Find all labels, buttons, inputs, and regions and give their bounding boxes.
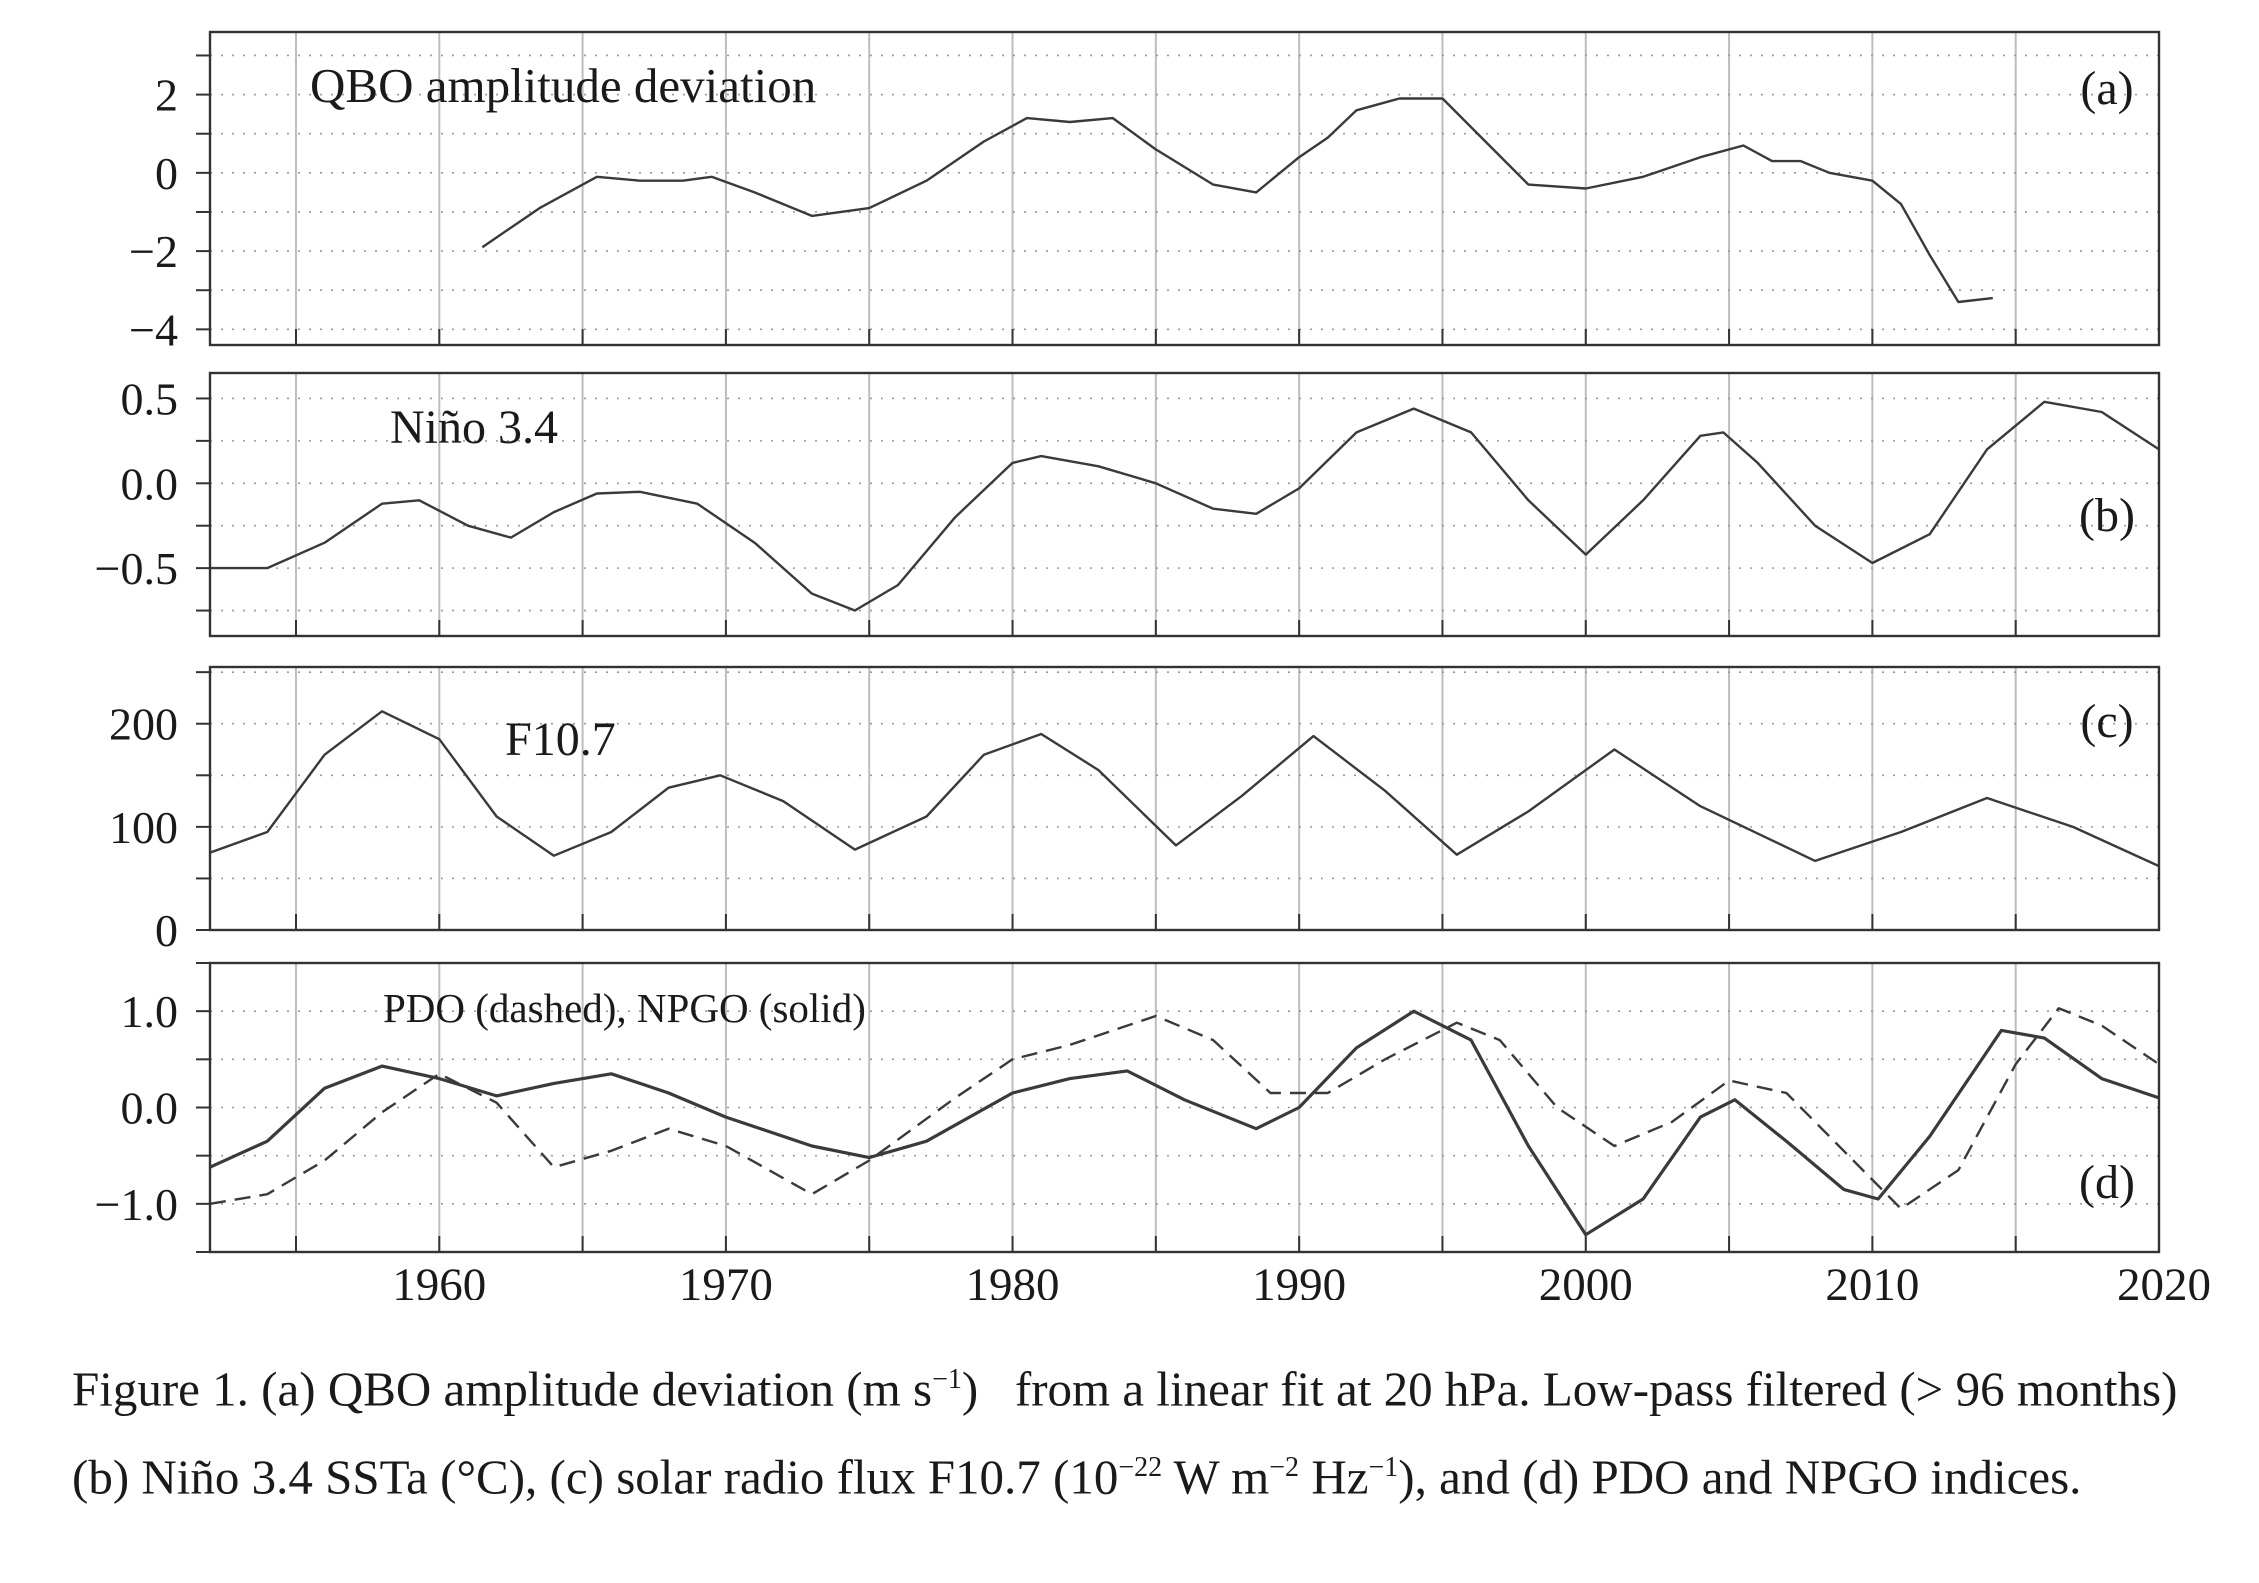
y-tick-label: 100	[109, 802, 178, 853]
caption-sup-2: −22	[1118, 1452, 1163, 1484]
x-tick-label: 1960	[392, 1259, 486, 1300]
panel-label: (c)	[2080, 695, 2133, 748]
caption-text-part3: W m	[1162, 1449, 1270, 1505]
y-tick-label: −2	[129, 226, 178, 277]
x-tick-label: 2010	[1825, 1259, 1919, 1300]
series-line-pdo	[209, 1007, 2160, 1210]
caption-text-lead: Figure 1. (a) QBO amplitude deviation (m…	[72, 1361, 933, 1417]
panel-annotation: PDO (dashed), NPGO (solid)	[383, 985, 866, 1031]
series-line-panel-1	[481, 97, 1993, 304]
series-line-panel-2	[210, 400, 2160, 612]
y-tick-label: 200	[109, 699, 178, 750]
panel-annotation: F10.7	[505, 713, 616, 766]
y-tick-label: 0	[155, 148, 178, 199]
y-tick-label: 0.0	[121, 458, 179, 509]
y-tick-label: −1.0	[95, 1179, 178, 1230]
figure-caption: Figure 1. (a) QBO amplitude deviation (m…	[72, 1340, 2222, 1517]
y-tick-label: 1.0	[121, 986, 179, 1037]
y-tick-label: 0.5	[121, 373, 179, 424]
x-tick-label: 1970	[679, 1259, 773, 1300]
series-line-panel-3	[209, 710, 2160, 868]
panel-label: (a)	[2080, 62, 2133, 115]
x-tick-label: 2000	[1539, 1259, 1633, 1300]
panel-label: (d)	[2079, 1156, 2135, 1209]
panel-annotation: Niño 3.4	[390, 401, 558, 454]
panel-frame	[208, 665, 2161, 932]
figure-chart: 2 0 −2 −4 QBO amplitude deviation (a) 0.5 0.0 −0…	[95, 30, 2211, 1300]
panel-frame	[208, 961, 2161, 1254]
series-line-npgo	[209, 1009, 2160, 1237]
y-tick-label: −4	[129, 304, 178, 355]
x-tick-label: 2020	[2117, 1259, 2211, 1300]
panel-label: (b)	[2079, 489, 2135, 542]
caption-sup-3: −2	[1269, 1452, 1300, 1484]
y-tick-label: 2	[155, 70, 178, 121]
caption-sup-1: −1	[932, 1364, 962, 1395]
x-tick-label: 1990	[1252, 1259, 1346, 1300]
panel-annotation: QBO amplitude deviation	[310, 58, 816, 113]
panel-frame	[208, 30, 2161, 347]
x-tick-label: 1980	[966, 1259, 1060, 1300]
y-tick-label: −0.5	[95, 543, 178, 594]
y-tick-label: 0.0	[121, 1083, 179, 1134]
caption-text-part5: ), and (d) PDO and NPGO indices.	[1398, 1449, 2082, 1505]
caption-text-part4: Hz	[1299, 1449, 1369, 1505]
panel-frame	[208, 371, 2161, 638]
caption-sup-4: −1	[1368, 1452, 1399, 1484]
caption-text-part2: ) from a linear fit at 20 hPa. Low-pass …	[72, 1361, 2178, 1505]
y-tick-label: 0	[155, 905, 178, 956]
